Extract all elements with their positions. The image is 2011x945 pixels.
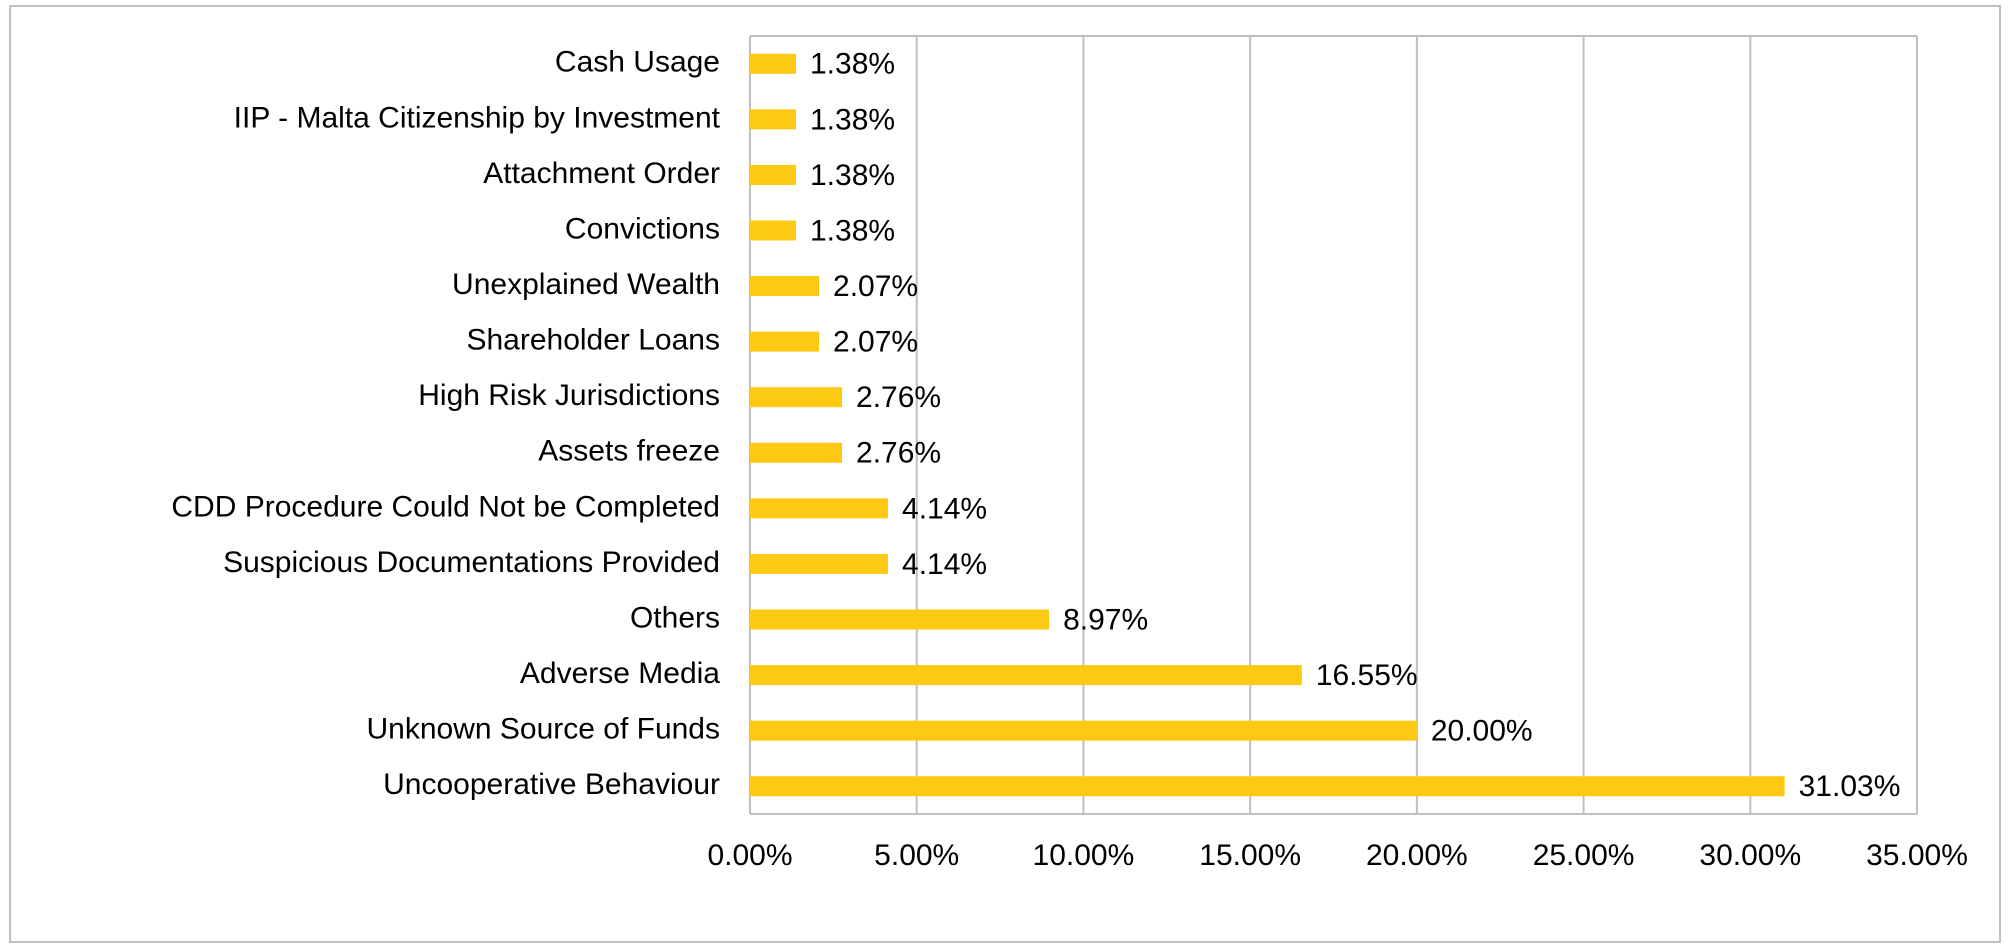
bar [750,553,889,574]
chart-border [9,5,2001,943]
data-label: 1.38% [810,159,895,192]
bar [750,387,843,408]
y-tick-label: Uncooperative Behaviour [383,768,720,801]
data-label: 2.76% [856,381,941,414]
bar [750,331,820,352]
data-label: 2.07% [833,270,918,303]
data-label: 1.38% [810,214,895,247]
y-tick-label: Unexplained Wealth [452,268,720,301]
data-label: 16.55% [1316,659,1418,692]
x-tick-label: 25.00% [1533,839,1635,872]
data-label: 4.14% [902,492,987,525]
bar [750,53,797,74]
y-tick-label: IIP - Malta Citizenship by Investment [234,101,721,134]
data-label: 2.07% [833,326,918,359]
y-tick-label: Assets freeze [538,435,720,468]
bar [750,442,843,463]
y-tick-label: Convictions [565,212,720,245]
data-label: 1.38% [810,48,895,81]
bar [750,776,1785,797]
data-label: 31.03% [1799,770,1901,803]
data-label: 20.00% [1431,715,1533,748]
data-label: 4.14% [902,548,987,581]
y-tick-label: Suspicious Documentations Provided [223,546,720,579]
y-tick-label: Attachment Order [483,157,720,190]
y-tick-label: Others [630,601,720,634]
bar [750,276,820,297]
y-tick-label: CDD Procedure Could Not be Completed [171,490,720,523]
bar [750,720,1417,741]
bar [750,498,889,519]
x-tick-label: 35.00% [1866,839,1968,872]
y-tick-label: High Risk Jurisdictions [418,379,720,412]
bar [750,665,1302,686]
x-tick-label: 0.00% [707,839,792,872]
y-tick-label: Shareholder Loans [466,324,720,357]
y-tick-label: Cash Usage [555,46,720,79]
y-tick-label: Adverse Media [520,657,720,690]
data-label: 1.38% [810,103,895,136]
data-label: 8.97% [1063,603,1148,636]
x-tick-label: 30.00% [1699,839,1801,872]
y-tick-label: Unknown Source of Funds [366,713,720,746]
bar [750,220,797,241]
bar [750,609,1050,630]
bar [750,109,797,130]
x-tick-label: 5.00% [874,839,959,872]
data-label: 2.76% [856,437,941,470]
x-tick-label: 10.00% [1033,839,1135,872]
x-tick-label: 15.00% [1199,839,1301,872]
bar [750,164,797,185]
x-tick-label: 20.00% [1366,839,1468,872]
